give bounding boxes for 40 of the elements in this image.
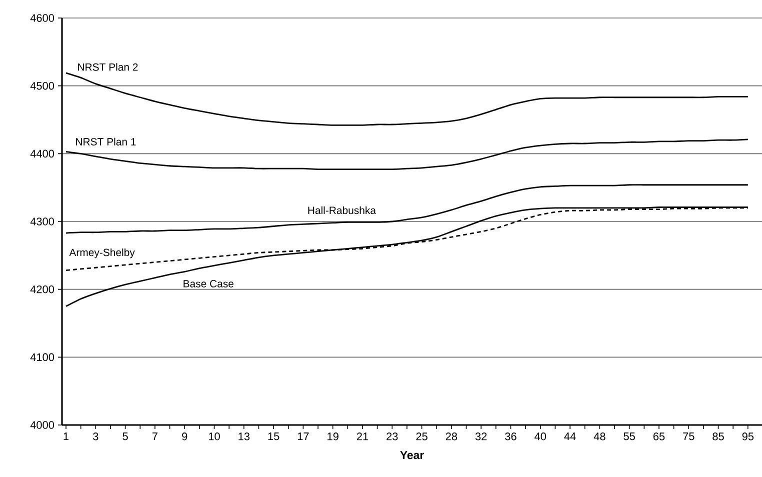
x-tick-label: 85 — [712, 432, 724, 440]
x-tick-label: 55 — [624, 432, 635, 440]
x-tick-label: 28 — [446, 432, 458, 440]
x-tick-label: 3 — [93, 432, 98, 440]
y-tick-label: 4600 — [30, 14, 54, 22]
x-tick-label: 32 — [475, 432, 487, 440]
y-tick-label: 4500 — [30, 82, 54, 90]
y-tick-label: 4300 — [30, 218, 54, 226]
series-label: NRST Plan 2 — [78, 63, 138, 71]
x-tick-label: 9 — [182, 432, 188, 440]
series-label: Base Case — [184, 280, 234, 288]
x-tick-label: 25 — [416, 432, 428, 440]
x-tick-label: 5 — [122, 432, 128, 440]
x-tick-label: 23 — [386, 432, 398, 440]
x-tick-label: 48 — [594, 432, 606, 440]
x-tick-label: 44 — [564, 432, 576, 440]
line-series — [65, 184, 749, 234]
x-tick-label: 75 — [683, 432, 694, 440]
y-tick-label: 4400 — [30, 150, 54, 158]
series-label: Armey-Shelby — [69, 248, 135, 258]
x-tick-label: 95 — [742, 432, 754, 440]
y-tick-label: 4100 — [30, 353, 54, 362]
line-series — [65, 138, 749, 170]
y-tick-label: 4200 — [30, 285, 54, 294]
series-label: NRST Plan 1 — [76, 138, 136, 146]
series-label: Hall-Rabushka — [308, 206, 376, 214]
x-tick-label: 15 — [268, 432, 280, 440]
x-tick-label: 19 — [328, 432, 338, 440]
line-series — [65, 72, 749, 126]
x-tick-label: 13 — [238, 432, 250, 440]
x-tick-label: 21 — [356, 432, 368, 440]
y-tick-label: 4000 — [30, 421, 54, 429]
x-tick-label: 10 — [208, 432, 220, 440]
x-tick-label: 40 — [534, 432, 546, 440]
x-tick-label: 1 — [64, 432, 69, 440]
x-axis-title: Year — [400, 451, 424, 460]
x-tick-label: 65 — [653, 432, 665, 440]
x-tick-label: 36 — [505, 432, 516, 440]
x-tick-label: 17 — [298, 432, 309, 440]
x-tick-label: 7 — [152, 432, 158, 440]
